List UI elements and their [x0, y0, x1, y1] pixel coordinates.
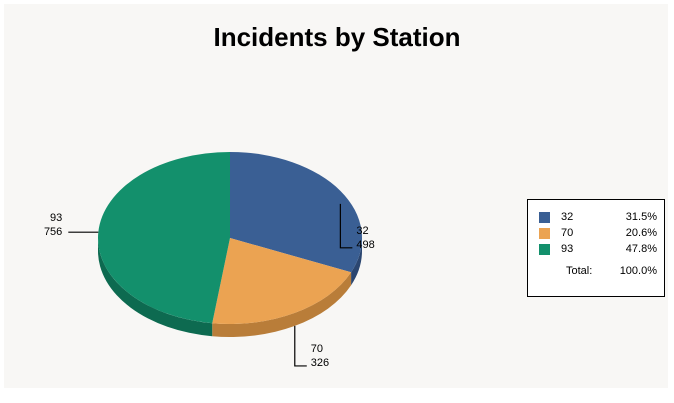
- slice-label-value-93: 756: [44, 226, 62, 238]
- slice-label-category-32: 32: [356, 225, 368, 237]
- legend-label: 70: [561, 227, 574, 239]
- chart-title: Incidents by Station: [213, 22, 461, 52]
- slice-label-value-70: 326: [311, 357, 329, 369]
- slice-label-category-70: 70: [311, 343, 323, 355]
- pie-side-32: [351, 238, 362, 286]
- legend-item-32[interactable]: 32 31.5%: [528, 210, 664, 226]
- legend-total-percentage: 100.0%: [619, 265, 657, 277]
- legend-item-93[interactable]: 93 47.8%: [528, 242, 664, 258]
- legend-swatch: [539, 244, 550, 255]
- slice-label-category-93: 93: [50, 212, 62, 224]
- legend-total-label: Total:: [566, 265, 593, 277]
- pie-side-93: [98, 238, 213, 337]
- legend-label: 32: [561, 211, 574, 223]
- chart-legend: 32 31.5% 70 20.6% 93 47.8% Total: 100.0%: [527, 199, 665, 297]
- leader-line-70: [294, 325, 307, 367]
- legend-percentage: 47.8%: [625, 243, 657, 255]
- pie-slice-93[interactable]: [97, 152, 231, 324]
- pie-slice-32[interactable]: [230, 152, 363, 273]
- legend-item-70[interactable]: 70 20.6%: [528, 226, 664, 242]
- pie-side-70: [212, 272, 352, 337]
- legend-swatch: [539, 212, 550, 223]
- legend-percentage: 20.6%: [625, 227, 657, 239]
- legend-label: 93: [561, 243, 574, 255]
- legend-total-row: Total: 100.0%: [528, 264, 664, 280]
- legend-swatch: [539, 228, 550, 239]
- leader-line-32: [339, 203, 353, 249]
- legend-percentage: 31.5%: [625, 211, 657, 223]
- pie-slice-70[interactable]: [212, 238, 352, 324]
- slice-label-value-32: 498: [356, 239, 374, 251]
